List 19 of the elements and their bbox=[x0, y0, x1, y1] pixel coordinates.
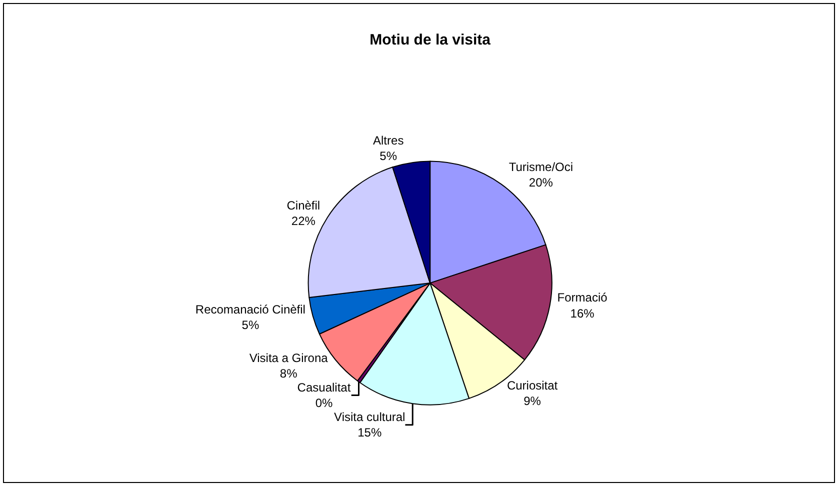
slice-label: Casualitat bbox=[297, 380, 352, 395]
slice-label: Visita a Girona bbox=[249, 350, 328, 365]
data-label: 15% bbox=[358, 426, 382, 440]
slice-label: Cinèfil bbox=[286, 198, 320, 212]
slice-label: Altres bbox=[373, 133, 404, 148]
data-label: 20% bbox=[528, 175, 554, 190]
slice-label: Recomanació Cinèfil bbox=[195, 302, 306, 316]
data-label: 5% bbox=[242, 318, 260, 332]
data-label: 9% bbox=[524, 394, 542, 408]
slice-label: Formació bbox=[557, 290, 608, 305]
data-label: 16% bbox=[570, 306, 595, 320]
data-label: 0% bbox=[315, 396, 333, 410]
slice-label: Visita cultural bbox=[334, 410, 406, 424]
chart-title: Motiu de la visita bbox=[370, 32, 492, 49]
data-label: 22% bbox=[291, 214, 316, 228]
data-label: 8% bbox=[280, 366, 298, 381]
data-label: 5% bbox=[380, 149, 398, 164]
slice-label: Curiositat bbox=[506, 378, 558, 392]
slice-label: Turisme/Oci bbox=[508, 160, 574, 174]
